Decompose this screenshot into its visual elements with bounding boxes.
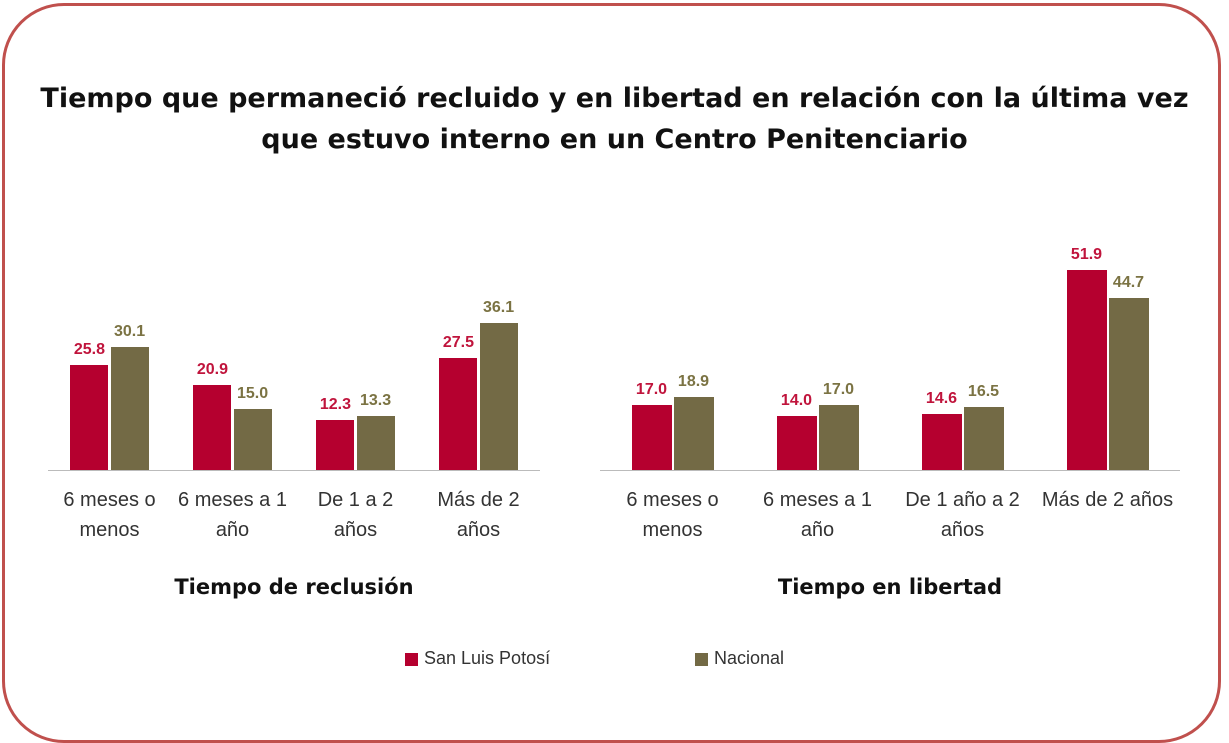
x-tick-label: De 1 año a 2 años [905,489,1020,541]
bar [439,357,478,470]
x-tick-label: 6 meses o menos [626,489,719,541]
data-label: 14.6 [925,389,958,407]
page: Tiempo que permaneció recluido y en libe… [2,3,1221,743]
bar [631,404,672,470]
bar [963,406,1004,470]
data-label: 30.1 [113,323,146,341]
bar [193,384,232,470]
x-tick-label: 6 meses a 1 año [763,489,872,541]
x-tick-label: Más de 2 años [1041,489,1174,511]
bar [233,408,272,470]
x-tick-label: Más de 2 años [437,489,520,541]
x-tick-label: De 1 a 2 años [317,489,394,541]
bar [1066,270,1107,470]
chart-title: Tiempo que permaneció recluido y en libe… [40,83,1189,155]
data-label: 12.3 [319,395,351,413]
x-axis-label: Tiempo de reclusión [174,575,414,599]
legend-swatch [695,653,708,666]
data-label: 16.5 [967,382,1000,400]
bar [921,413,962,470]
data-label: 25.8 [73,340,105,358]
data-label: 44.7 [1112,274,1145,292]
x-axis [600,470,1180,471]
data-label: 27.5 [442,333,474,351]
data-label: 51.9 [1070,246,1103,264]
legend-label: Nacional [714,648,785,668]
bar [70,364,109,470]
bar [673,397,714,470]
bar [818,404,859,470]
x-tick-label: 6 meses o menos [63,489,156,541]
data-label: 14.0 [780,392,813,410]
data-label: 17.0 [822,380,855,398]
x-tick-label: 6 meses a 1 año [178,489,287,541]
bar [356,415,395,470]
legend-label: San Luis Potosí [424,648,551,668]
data-label: 15.0 [236,384,269,402]
bar [316,419,355,470]
data-label: 18.9 [677,373,710,391]
legend-swatch [405,653,418,666]
x-axis [48,470,540,471]
bar [1108,298,1149,470]
data-label: 20.9 [196,360,228,378]
bar [110,347,149,470]
data-label: 13.3 [359,391,392,409]
data-label: 17.0 [635,380,668,398]
data-label: 36.1 [482,298,515,316]
x-axis-label: Tiempo en libertad [777,575,1003,599]
bar [479,322,518,470]
bar [776,416,817,470]
